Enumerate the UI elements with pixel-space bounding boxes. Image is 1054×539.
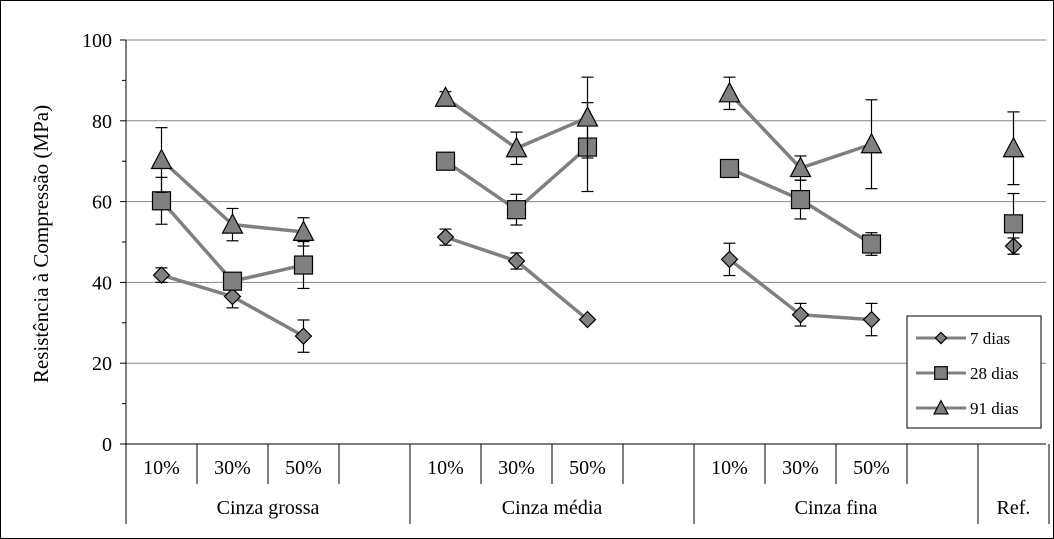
x-group-label: Cinza grossa <box>217 497 320 519</box>
marker-triangle <box>434 85 457 107</box>
x-category-label: 30% <box>782 457 819 479</box>
marker-triangle <box>221 212 244 234</box>
x-category-label: 30% <box>498 457 535 479</box>
marker-triangle <box>718 81 741 103</box>
y-tick-label: 40 <box>92 272 112 294</box>
x-category-label: 50% <box>853 457 890 479</box>
x-category-label: 50% <box>285 457 322 479</box>
y-tick-label: 20 <box>92 353 112 375</box>
y-tick-label: 100 <box>82 30 112 52</box>
legend-label: 91 dias <box>970 399 1019 418</box>
series <box>150 76 1025 353</box>
marker-triangle <box>860 132 883 154</box>
marker-triangle <box>505 136 528 158</box>
x-category-label: 10% <box>711 457 748 479</box>
x-category-label: 50% <box>569 457 606 479</box>
legend-item: 28 dias <box>916 364 1019 383</box>
marker-diamond <box>436 228 455 247</box>
marker-square <box>719 158 740 179</box>
marker-diamond <box>791 305 810 324</box>
marker-square <box>222 271 243 291</box>
axes: 0 20 40 60 80 100 10% 30% 50% 10% 30% 50% 10% 30% 50% C… <box>82 30 1050 524</box>
x-group-label: Ref. <box>997 497 1031 519</box>
marker-square <box>435 151 456 171</box>
x-category-label: 10% <box>427 457 464 479</box>
y-tick-label: 80 <box>92 111 112 133</box>
marker-square <box>790 189 811 210</box>
marker-square <box>1003 214 1024 234</box>
marker-diamond <box>223 287 242 306</box>
marker-diamond <box>934 331 948 345</box>
legend-label: 28 dias <box>970 364 1019 383</box>
legend-label: 7 dias <box>970 329 1010 348</box>
marker-triangle <box>933 399 949 415</box>
marker-diamond <box>720 250 739 269</box>
legend-item: 7 dias <box>916 329 1010 348</box>
x-category-label: 30% <box>214 457 251 479</box>
marker-diamond <box>862 310 881 329</box>
x-group-label: Cinza média <box>502 497 603 519</box>
y-tick-label: 60 <box>92 192 112 214</box>
y-axis-title: Resistência à Compressão (MPa) <box>29 105 53 383</box>
marker-square <box>861 234 882 254</box>
marker-diamond <box>507 252 526 270</box>
legend: 7 dias 28 dias 91 dias <box>906 315 1042 429</box>
marker-diamond <box>152 266 171 284</box>
series-91-dias <box>150 76 1025 247</box>
gridlines <box>126 39 1046 364</box>
marker-triangle <box>1002 136 1025 158</box>
x-category-label: 10% <box>143 457 180 479</box>
marker-triangle <box>789 156 812 178</box>
x-group-label: Cinza fina <box>795 497 878 519</box>
marker-diamond <box>578 310 597 329</box>
y-tick-label: 0 <box>102 434 112 456</box>
marker-square <box>506 200 527 220</box>
marker-diamond <box>294 327 313 345</box>
marker-square <box>293 255 314 275</box>
marker-square <box>934 366 948 380</box>
series-28-dias <box>151 102 1024 291</box>
marker-square <box>151 191 172 211</box>
marker-triangle <box>150 148 173 170</box>
marker-triangle <box>292 220 315 241</box>
marker-triangle <box>576 105 599 127</box>
legend-item: 91 dias <box>916 399 1019 418</box>
